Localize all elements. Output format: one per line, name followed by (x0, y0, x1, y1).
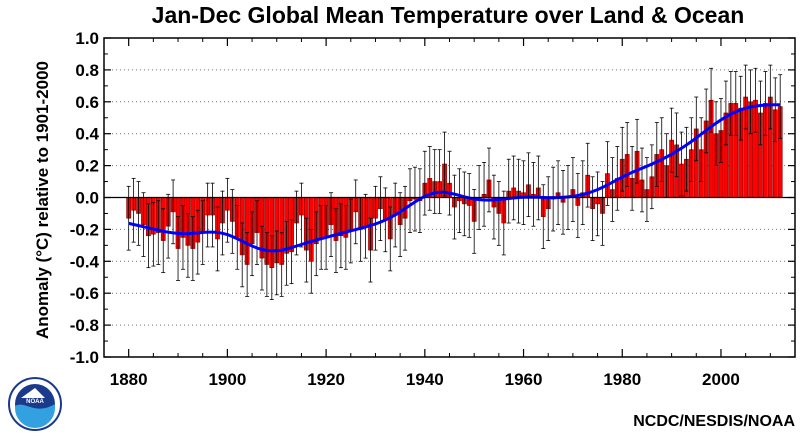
x-tick-label: 2000 (702, 370, 740, 389)
y-tick-label: 1.0 (75, 29, 99, 48)
y-axis-label: Anomaly (°C) relative to 1901-2000 (33, 61, 52, 339)
noaa-logo: NOAA (8, 377, 62, 431)
y-tick-label: -1.0 (70, 348, 99, 367)
y-axis-tick-labels: 1.0 0.8 0.6 0.4 0.2 0.0 -0.2 -0.4 -0.6 -0.8 -1.0 (70, 29, 100, 367)
y-tick-label: 0.0 (75, 189, 99, 208)
y-tick-label: -0.6 (70, 284, 99, 303)
x-axis-tick-labels: 1880 1900 1920 1940 1960 1980 2000 (110, 370, 740, 389)
chart-title: Jan-Dec Global Mean Temperature over Lan… (152, 2, 745, 28)
x-tick-label: 1900 (208, 370, 246, 389)
y-tick-label: -0.4 (70, 252, 100, 271)
smoothed-trend-line (128, 103, 781, 253)
y-tick-label: -0.8 (70, 316, 99, 335)
x-tick-label: 1920 (307, 370, 345, 389)
x-tick-label: 1960 (505, 370, 543, 389)
error-bars (126, 64, 783, 300)
y-tick-label: 0.2 (75, 157, 99, 176)
y-tick-label: 0.6 (75, 93, 99, 112)
x-tick-label: 1940 (406, 370, 444, 389)
x-tick-label: 1980 (603, 370, 641, 389)
noaa-logo-text: NOAA (26, 399, 44, 405)
y-tick-label: -0.2 (70, 220, 99, 239)
x-tick-label: 1880 (110, 370, 148, 389)
axis-ticks (104, 37, 796, 358)
y-tick-label: 0.4 (75, 125, 99, 144)
y-tick-label: 0.8 (75, 61, 99, 80)
credit-text: NCDC/NESDIS/NOAA (633, 413, 795, 430)
